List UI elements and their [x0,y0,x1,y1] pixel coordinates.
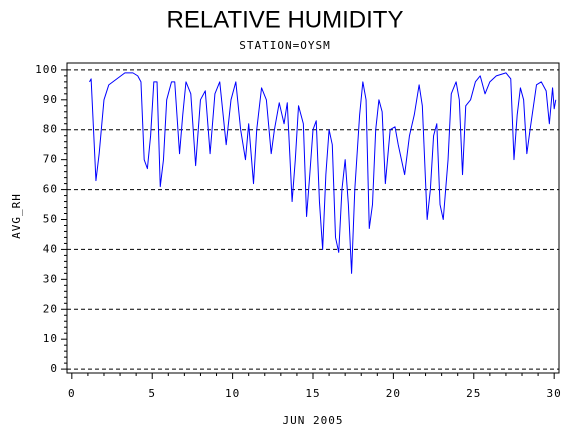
plot-frame [66,62,560,374]
y-tick-label: 90 [43,93,58,106]
y-tick-label: 80 [43,123,58,136]
y-tick-label: 50 [43,212,58,225]
data-line [89,72,557,274]
x-tick-label: 10 [225,387,240,400]
x-axis-label: JUN 2005 [283,414,344,427]
y-tick-label: 10 [43,332,58,345]
y-tick-label: 40 [43,242,58,255]
y-tick-label: 20 [43,302,58,315]
y-tick-label: 60 [43,183,58,196]
x-tick-label: 20 [386,387,401,400]
x-tick-label: 15 [305,387,320,400]
x-tick-label: 0 [68,387,76,400]
chart-subtitle: STATION=OYSM [239,39,330,52]
x-tick-label: 25 [466,387,481,400]
y-tick-label: 100 [35,63,58,76]
y-tick-label: 30 [43,272,58,285]
y-axis-label: AVG_RH [10,193,23,239]
y-tick-label: 0 [50,362,58,375]
chart-title: RELATIVE HUMIDITY [167,6,404,33]
y-tick-label: 70 [43,153,58,166]
x-tick-label: 5 [148,387,156,400]
x-tick-label: 30 [547,387,562,400]
